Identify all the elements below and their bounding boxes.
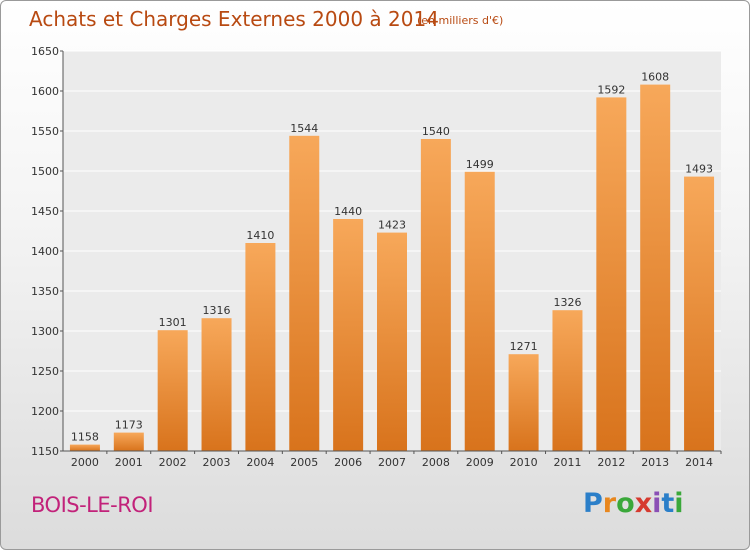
y-tick-label: 1250: [31, 365, 59, 378]
y-tick-label: 1600: [31, 85, 59, 98]
bar-2010: [508, 354, 539, 451]
y-tick-label: 1500: [31, 165, 59, 178]
bar-2007: [377, 232, 407, 451]
data-label-2004: 1410: [246, 229, 274, 242]
data-label-2002: 1301: [159, 316, 187, 329]
data-label-2003: 1316: [203, 304, 231, 317]
y-tick-label: 1400: [31, 245, 59, 258]
data-label-2000: 1158: [71, 431, 99, 444]
x-tick-label: 2000: [71, 456, 99, 469]
logo-letter: x: [634, 488, 653, 519]
bar-2003: [201, 318, 232, 451]
data-label-2010: 1271: [510, 340, 538, 353]
data-label-2011: 1326: [553, 296, 581, 309]
x-tick-label: 2001: [115, 456, 143, 469]
bar-2013: [640, 84, 671, 451]
data-label-2005: 1544: [290, 122, 318, 135]
x-tick-label: 2010: [510, 456, 538, 469]
logo-letter: r: [602, 488, 617, 519]
x-tick-label: 2013: [641, 456, 669, 469]
data-label-2007: 1423: [378, 219, 406, 232]
data-label-2014: 1493: [685, 163, 713, 176]
x-tick-label: 2004: [246, 456, 274, 469]
bar-2002: [157, 330, 188, 451]
y-tick-label: 1450: [31, 205, 59, 218]
x-tick-label: 2008: [422, 456, 450, 469]
y-tick-label: 1650: [31, 45, 59, 58]
bar-2004: [245, 243, 276, 451]
bar-2005: [289, 135, 320, 452]
data-label-2009: 1499: [466, 158, 494, 171]
bar-2000: [69, 444, 100, 451]
y-tick-label: 1200: [31, 405, 59, 418]
bar-2001: [113, 432, 144, 451]
x-tick-label: 2011: [553, 456, 581, 469]
y-tick-label: 1150: [31, 445, 59, 458]
logo-letter: P: [583, 488, 603, 519]
data-label-2001: 1173: [115, 419, 143, 432]
x-tick-label: 2006: [334, 456, 362, 469]
data-label-2006: 1440: [334, 205, 362, 218]
x-tick-label: 2005: [290, 456, 318, 469]
logo-letter: i: [652, 488, 662, 519]
bar-2011: [552, 310, 583, 451]
bar-2012: [596, 97, 627, 452]
chart-subtitle: (en milliers d'€): [417, 14, 504, 27]
x-tick-label: 2009: [466, 456, 494, 469]
bar-2009: [464, 171, 495, 452]
x-axis: 2000 2001 2002 2003 2004 2005 2006 2007 2008 2009…: [63, 450, 722, 469]
chart-title: Achats et Charges Externes 2000 à 2014: [29, 7, 439, 31]
bar-2014: [684, 176, 715, 451]
data-label-2008: 1540: [422, 125, 450, 138]
x-tick-label: 2007: [378, 456, 406, 469]
logo-letter: o: [616, 488, 635, 519]
data-label-2013: 1608: [641, 71, 669, 84]
y-tick-label: 1300: [31, 325, 59, 338]
logo-letter: i: [674, 488, 684, 519]
place-name: BOIS-LE-ROI: [31, 493, 154, 517]
y-tick-label: 1550: [31, 125, 59, 138]
bar-2008: [420, 139, 451, 451]
proxiti-logo[interactable]: Proxiti: [583, 488, 684, 519]
x-tick-label: 2014: [685, 456, 713, 469]
bar-2006: [333, 219, 364, 451]
data-label-2012: 1592: [597, 83, 625, 96]
bars: 1158 1173 1301 1316 1410 1544 1440 1423 1540 1499…: [69, 71, 715, 452]
x-tick-label: 2012: [597, 456, 625, 469]
x-tick-label: 2003: [203, 456, 231, 469]
y-axis: 1150 1200 1250 1300 1350 1400 1450 1500 1550 1600…: [31, 45, 64, 458]
y-tick-label: 1350: [31, 285, 59, 298]
logo-letter: t: [661, 488, 675, 519]
x-tick-label: 2002: [159, 456, 187, 469]
